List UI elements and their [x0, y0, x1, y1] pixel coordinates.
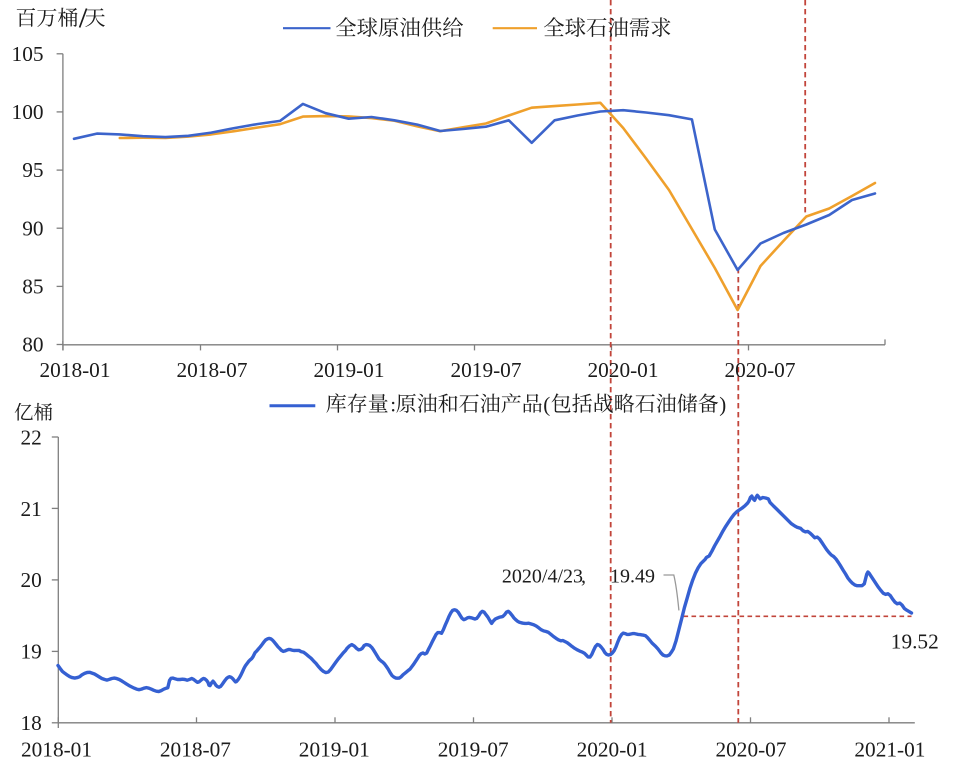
svg-text:(: ( [543, 392, 550, 416]
svg-text::: : [390, 392, 396, 416]
svg-text:19: 19 [21, 640, 42, 664]
svg-text:2019-01: 2019-01 [314, 358, 385, 382]
svg-text:21: 21 [21, 497, 42, 521]
svg-text:2018-01: 2018-01 [40, 358, 111, 382]
svg-text:2019-01: 2019-01 [299, 738, 370, 762]
svg-text:2020-01: 2020-01 [577, 738, 648, 762]
svg-text:18: 18 [21, 711, 42, 735]
svg-text:2018-01: 2018-01 [21, 738, 92, 762]
svg-text:2020-07: 2020-07 [716, 738, 787, 762]
svg-text:,: , [581, 566, 586, 588]
svg-text:2021-01: 2021-01 [854, 738, 925, 762]
svg-text:100: 100 [12, 100, 44, 124]
svg-text:85: 85 [22, 275, 43, 299]
svg-text:22: 22 [21, 425, 42, 449]
svg-text:2020-01: 2020-01 [588, 358, 659, 382]
svg-text:95: 95 [22, 158, 43, 182]
svg-text:2019-07: 2019-07 [451, 358, 522, 382]
svg-text:2019-07: 2019-07 [438, 738, 509, 762]
svg-text:19.52: 19.52 [891, 630, 939, 654]
svg-text:19.49: 19.49 [610, 566, 655, 588]
svg-text:): ) [719, 392, 726, 416]
svg-text:2020-07: 2020-07 [725, 358, 796, 382]
svg-text:105: 105 [12, 42, 44, 66]
svg-text:90: 90 [22, 216, 43, 240]
svg-text:2018-07: 2018-07 [177, 358, 248, 382]
svg-text:2018-07: 2018-07 [160, 738, 231, 762]
svg-text:2020/4/23: 2020/4/23 [502, 566, 583, 588]
svg-text:20: 20 [21, 568, 42, 592]
svg-text:80: 80 [22, 333, 43, 357]
